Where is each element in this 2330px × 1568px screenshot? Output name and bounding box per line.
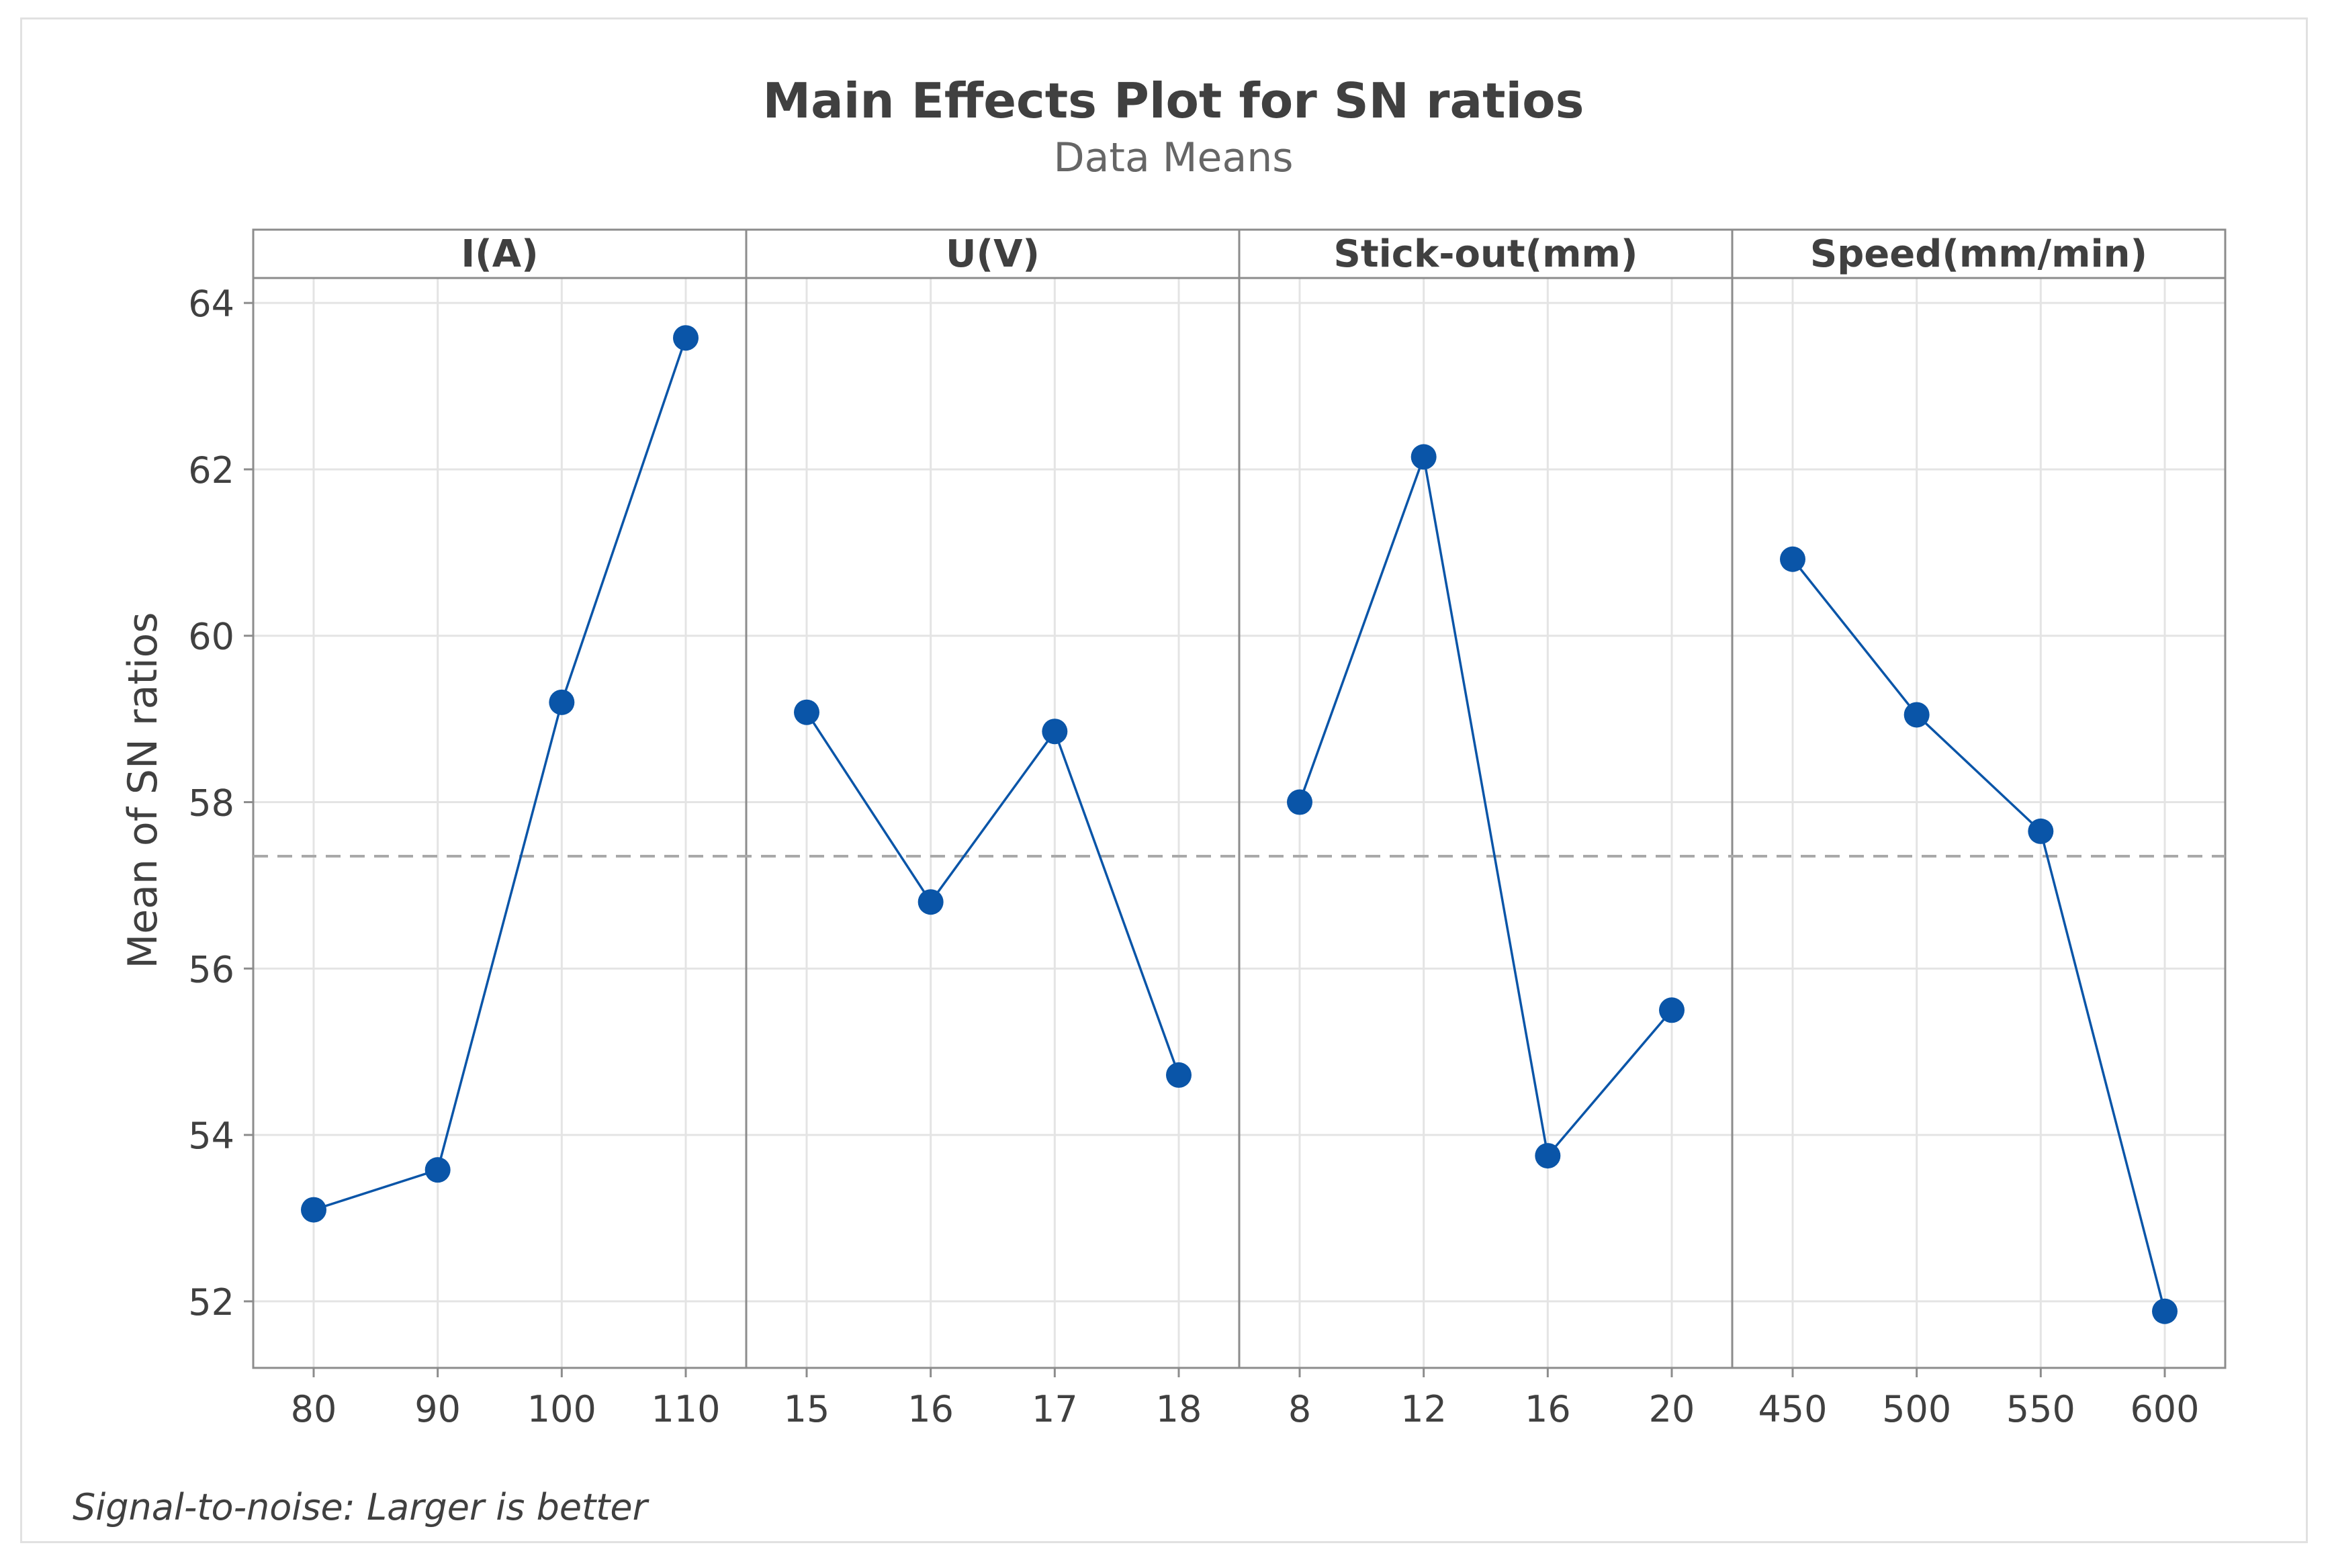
data-point [1410, 444, 1437, 470]
panel-header-label: I(A) [461, 232, 538, 276]
chart-subtitle: Data Means [1053, 134, 1293, 181]
series-line [1791, 558, 2166, 1312]
panel-header-label: Stick-out(mm) [1334, 232, 1638, 276]
data-point [794, 699, 819, 725]
footnote: Signal-to-noise: Larger is better [73, 1486, 649, 1528]
y-tick-label: 64 [188, 283, 234, 325]
x-tick-label: 100 [527, 1388, 596, 1430]
x-tick-label: 16 [907, 1388, 954, 1430]
data-point [424, 1157, 451, 1183]
x-tick-label: 110 [651, 1388, 720, 1430]
panel-header-label: Speed(mm/min) [1810, 232, 2147, 276]
main-effects-chart: Main Effects Plot for SN ratios Data Mea… [73, 73, 2227, 1528]
data-point [917, 889, 944, 915]
series-line [1298, 452, 1673, 1159]
x-tick-label: 80 [291, 1388, 337, 1430]
x-tick-label: 12 [1400, 1388, 1447, 1430]
panel-border [745, 277, 1241, 1369]
x-tick-label: 450 [1758, 1388, 1827, 1430]
x-tick-label: 600 [2130, 1388, 2199, 1430]
chart-title: Main Effects Plot for SN ratios [762, 73, 1584, 129]
series-line [313, 337, 687, 1211]
x-tick-label: 500 [1882, 1388, 1951, 1430]
y-tick-label: 60 [188, 616, 234, 658]
data-point [2028, 818, 2054, 844]
data-point [549, 689, 575, 715]
x-tick-label: 20 [1649, 1388, 1695, 1430]
data-point [1287, 789, 1312, 815]
y-tick-label: 62 [188, 449, 234, 492]
y-tick-label: 52 [188, 1281, 234, 1324]
panel-border [1238, 277, 1734, 1369]
data-point [1166, 1062, 1192, 1088]
data-point [1535, 1143, 1561, 1169]
data-point [1659, 997, 1685, 1023]
y-tick-label: 58 [188, 782, 234, 825]
data-point [1903, 702, 1930, 728]
data-point [1780, 546, 1805, 572]
x-tick-label: 16 [1525, 1388, 1571, 1430]
x-tick-label: 550 [2006, 1388, 2075, 1430]
x-tick-label: 17 [1032, 1388, 1078, 1430]
y-tick-label: 56 [188, 948, 234, 990]
chart-frame: Main Effects Plot for SN ratios Data Mea… [20, 17, 2308, 1543]
data-point [301, 1197, 326, 1223]
data-point [673, 325, 699, 351]
panel-header [1731, 228, 2227, 279]
y-tick-label: 54 [188, 1115, 234, 1157]
x-tick-label: 90 [414, 1388, 461, 1430]
panel-border [1731, 277, 2227, 1369]
series-line [805, 711, 1180, 1076]
y-axis-label: Mean of SN ratios [120, 612, 167, 968]
x-tick-label: 8 [1288, 1388, 1311, 1430]
panel-header-label: U(V) [946, 232, 1040, 276]
x-tick-label: 18 [1156, 1388, 1202, 1430]
data-point [1042, 719, 1068, 745]
data-point [2152, 1298, 2178, 1324]
panel-header [745, 228, 1241, 279]
plot-area: 52 54 56 58 60 62 64 80 90 100 110 I(A) 15 16 17 18 U(V)… [188, 228, 2227, 1430]
x-tick-label: 15 [784, 1388, 830, 1430]
